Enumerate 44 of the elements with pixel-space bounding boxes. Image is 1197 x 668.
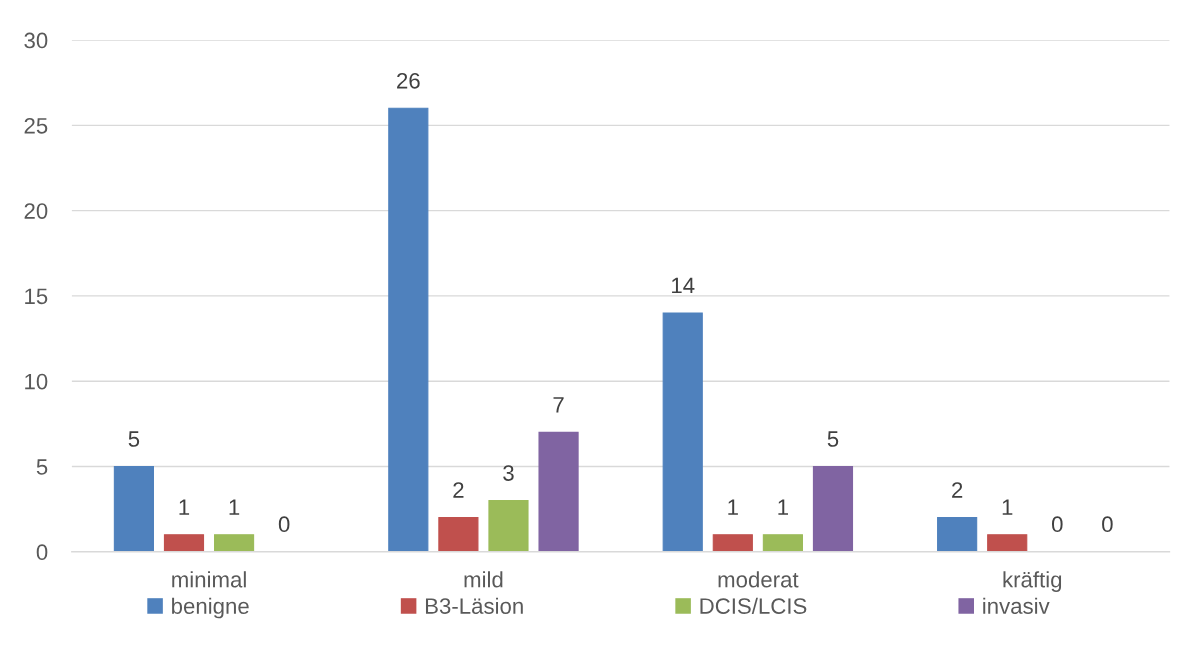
y-tick-label: 25 <box>24 117 48 134</box>
data-label: 26 <box>397 72 420 89</box>
bar <box>388 107 429 552</box>
data-label: 3 <box>503 465 514 481</box>
bar <box>762 534 803 552</box>
bar <box>812 465 854 552</box>
data-label: 1 <box>728 499 738 515</box>
data-label: 2 <box>453 482 464 498</box>
bar <box>712 534 753 552</box>
legend-label: B3-Läsion <box>425 597 523 614</box>
y-tick-label: 0 <box>36 544 48 561</box>
legend-label: DCIS/LCIS <box>700 597 807 614</box>
data-label: 0 <box>1102 516 1113 533</box>
y-tick-label: 10 <box>25 373 48 390</box>
data-label: 7 <box>553 397 564 413</box>
x-tick-label: moderat <box>718 571 799 588</box>
bar <box>987 534 1028 552</box>
data-label: 1 <box>1002 499 1013 515</box>
x-tick-label: minimal <box>172 571 246 588</box>
data-label: 1 <box>229 499 240 515</box>
y-tick-label: 30 <box>24 32 48 49</box>
legend-label: benigne <box>172 597 249 619</box>
x-tick-label: mild <box>464 571 503 588</box>
bar <box>438 517 479 552</box>
data-label: 2 <box>952 482 963 498</box>
data-label: 1 <box>179 499 190 515</box>
data-label: 14 <box>672 277 695 294</box>
y-tick-label: 5 <box>36 459 48 475</box>
bar <box>538 431 579 552</box>
bar <box>163 534 205 552</box>
legend-label: invasiv <box>983 597 1050 614</box>
data-label: 5 <box>128 431 140 447</box>
x-tick-label: kräftig <box>1003 571 1062 592</box>
y-tick-label: 15 <box>25 288 48 305</box>
bar <box>937 517 978 552</box>
bar <box>213 534 255 552</box>
bar <box>488 500 529 552</box>
data-label: 5 <box>827 431 839 447</box>
bar <box>662 312 703 552</box>
data-label: 0 <box>278 516 290 533</box>
data-label: 1 <box>778 499 788 515</box>
data-label: 0 <box>1051 516 1063 533</box>
y-tick-label: 20 <box>24 203 48 219</box>
bar <box>113 465 154 552</box>
